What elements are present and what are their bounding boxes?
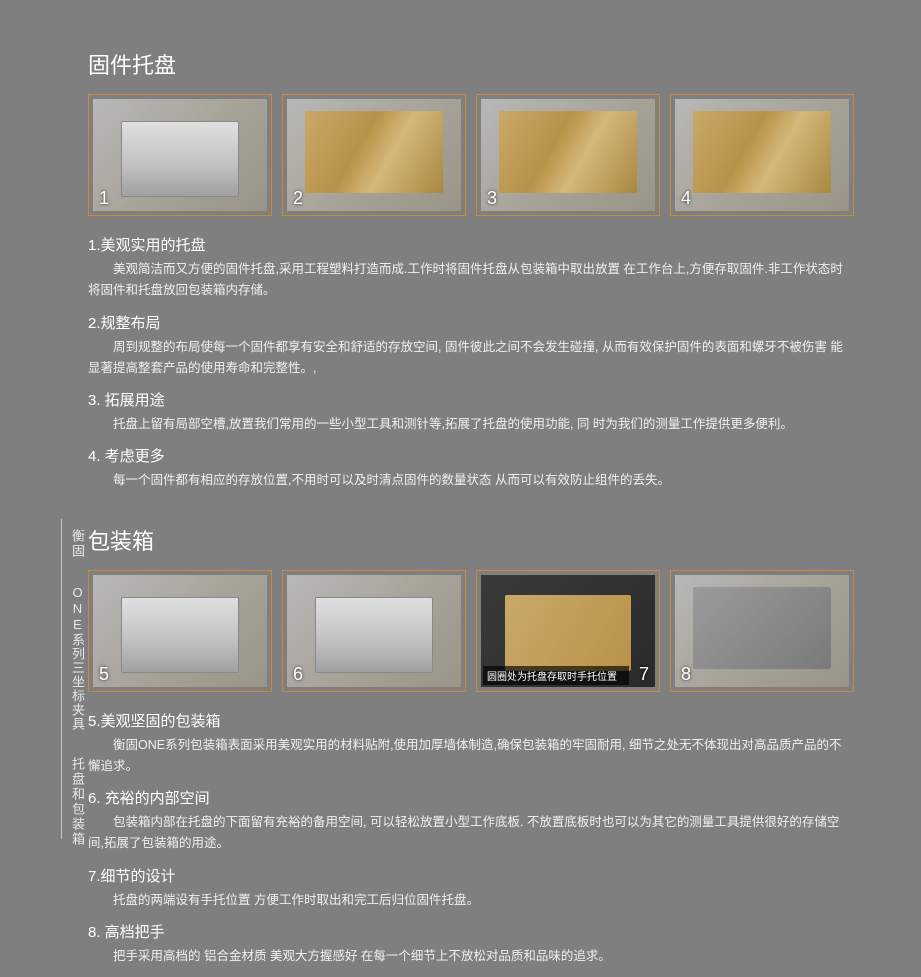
thumb-5-image xyxy=(93,575,267,687)
section1-images: 1 2 3 4 xyxy=(88,94,848,216)
thumb-2-num: 2 xyxy=(293,188,303,209)
thumb-5: 5 xyxy=(88,570,272,692)
section1-item-2: 2.规整布局 周到规整的布局使每一个固件都享有安全和舒适的存放空间, 固件彼此之… xyxy=(88,312,848,380)
thumb-5-num: 5 xyxy=(99,664,109,685)
thumb-6-image xyxy=(287,575,461,687)
section2-images: 5 6 圆圈处为托盘存取时手托位置 7 8 xyxy=(88,570,848,692)
thumb-4-image xyxy=(675,99,849,211)
item-heading: 5.美观坚固的包装箱 xyxy=(88,710,848,731)
thumb-3-image xyxy=(481,99,655,211)
section2-item-8: 8. 高档把手 把手采用高档的 铝合金材质 美观大方握感好 在每一个细节上不放松… xyxy=(88,921,848,967)
section2-title: 包装箱 xyxy=(88,524,848,556)
item-body: 包装箱内部在托盘的下面留有充裕的备用空间, 可以轻松放置小型工作底板. 不放置底… xyxy=(88,812,848,855)
main-content: 固件托盘 1 2 3 4 1.美观实用的托盘 美观简洁而又方便的固件托盘,采用工… xyxy=(88,48,848,977)
thumb-2-image xyxy=(287,99,461,211)
item-body: 把手采用高档的 铝合金材质 美观大方握感好 在每一个细节上不放松对品质和品味的追… xyxy=(88,946,848,967)
thumb-8-image xyxy=(675,575,849,687)
sidebar: 衡固 ONE系列三坐标夹具 托盘和包装箱 xyxy=(61,519,81,839)
thumb-8: 8 xyxy=(670,570,854,692)
thumb-3: 3 xyxy=(476,94,660,216)
section1-item-4: 4. 考虑更多 每一个固件都有相应的存放位置,不用时可以及时清点固件的数量状态 … xyxy=(88,445,848,491)
item-heading: 3. 拓展用途 xyxy=(88,389,848,410)
thumb-7-num: 7 xyxy=(639,664,649,685)
thumb-4-num: 4 xyxy=(681,188,691,209)
item-heading: 1.美观实用的托盘 xyxy=(88,234,848,255)
sidebar-label-3: 托盘和包装箱 xyxy=(62,747,87,847)
thumb-4: 4 xyxy=(670,94,854,216)
thumb-6-num: 6 xyxy=(293,664,303,685)
item-heading: 8. 高档把手 xyxy=(88,921,848,942)
item-body: 衡固ONE系列包装箱表面采用美观实用的材料贴附,使用加厚墙体制造,确保包装箱的牢… xyxy=(88,735,848,778)
sidebar-label-1: 衡固 xyxy=(62,519,87,559)
section1-item-3: 3. 拓展用途 托盘上留有局部空槽,放置我们常用的一些小型工具和测针等,拓展了托… xyxy=(88,389,848,435)
item-body: 每一个固件都有相应的存放位置,不用时可以及时清点固件的数量状态 从而可以有效防止… xyxy=(88,470,848,491)
thumb-1-image xyxy=(93,99,267,211)
thumb-8-num: 8 xyxy=(681,664,691,685)
item-heading: 4. 考虑更多 xyxy=(88,445,848,466)
thumb-7-caption: 圆圈处为托盘存取时手托位置 xyxy=(483,666,629,685)
section1-item-1: 1.美观实用的托盘 美观简洁而又方便的固件托盘,采用工程塑料打造而成.工作时将固… xyxy=(88,234,848,302)
thumb-6: 6 xyxy=(282,570,466,692)
item-heading: 6. 充裕的内部空间 xyxy=(88,787,848,808)
thumb-1-num: 1 xyxy=(99,188,109,209)
thumb-2: 2 xyxy=(282,94,466,216)
item-body: 托盘的两端设有手托位置 方便工作时取出和完工后归位固件托盘。 xyxy=(88,890,848,911)
section2-item-5: 5.美观坚固的包装箱 衡固ONE系列包装箱表面采用美观实用的材料贴附,使用加厚墙… xyxy=(88,710,848,778)
thumb-7: 圆圈处为托盘存取时手托位置 7 xyxy=(476,570,660,692)
section1-title: 固件托盘 xyxy=(88,48,848,80)
section2-item-7: 7.细节的设计 托盘的两端设有手托位置 方便工作时取出和完工后归位固件托盘。 xyxy=(88,865,848,911)
section2-item-6: 6. 充裕的内部空间 包装箱内部在托盘的下面留有充裕的备用空间, 可以轻松放置小… xyxy=(88,787,848,855)
sidebar-label-2: ONE系列三坐标夹具 xyxy=(62,575,87,731)
thumb-3-num: 3 xyxy=(487,188,497,209)
item-body: 周到规整的布局使每一个固件都享有安全和舒适的存放空间, 固件彼此之间不会发生碰撞… xyxy=(88,337,848,380)
item-heading: 2.规整布局 xyxy=(88,312,848,333)
item-heading: 7.细节的设计 xyxy=(88,865,848,886)
thumb-1: 1 xyxy=(88,94,272,216)
item-body: 托盘上留有局部空槽,放置我们常用的一些小型工具和测针等,拓展了托盘的使用功能, … xyxy=(88,414,848,435)
item-body: 美观简洁而又方便的固件托盘,采用工程塑料打造而成.工作时将固件托盘从包装箱中取出… xyxy=(88,259,848,302)
